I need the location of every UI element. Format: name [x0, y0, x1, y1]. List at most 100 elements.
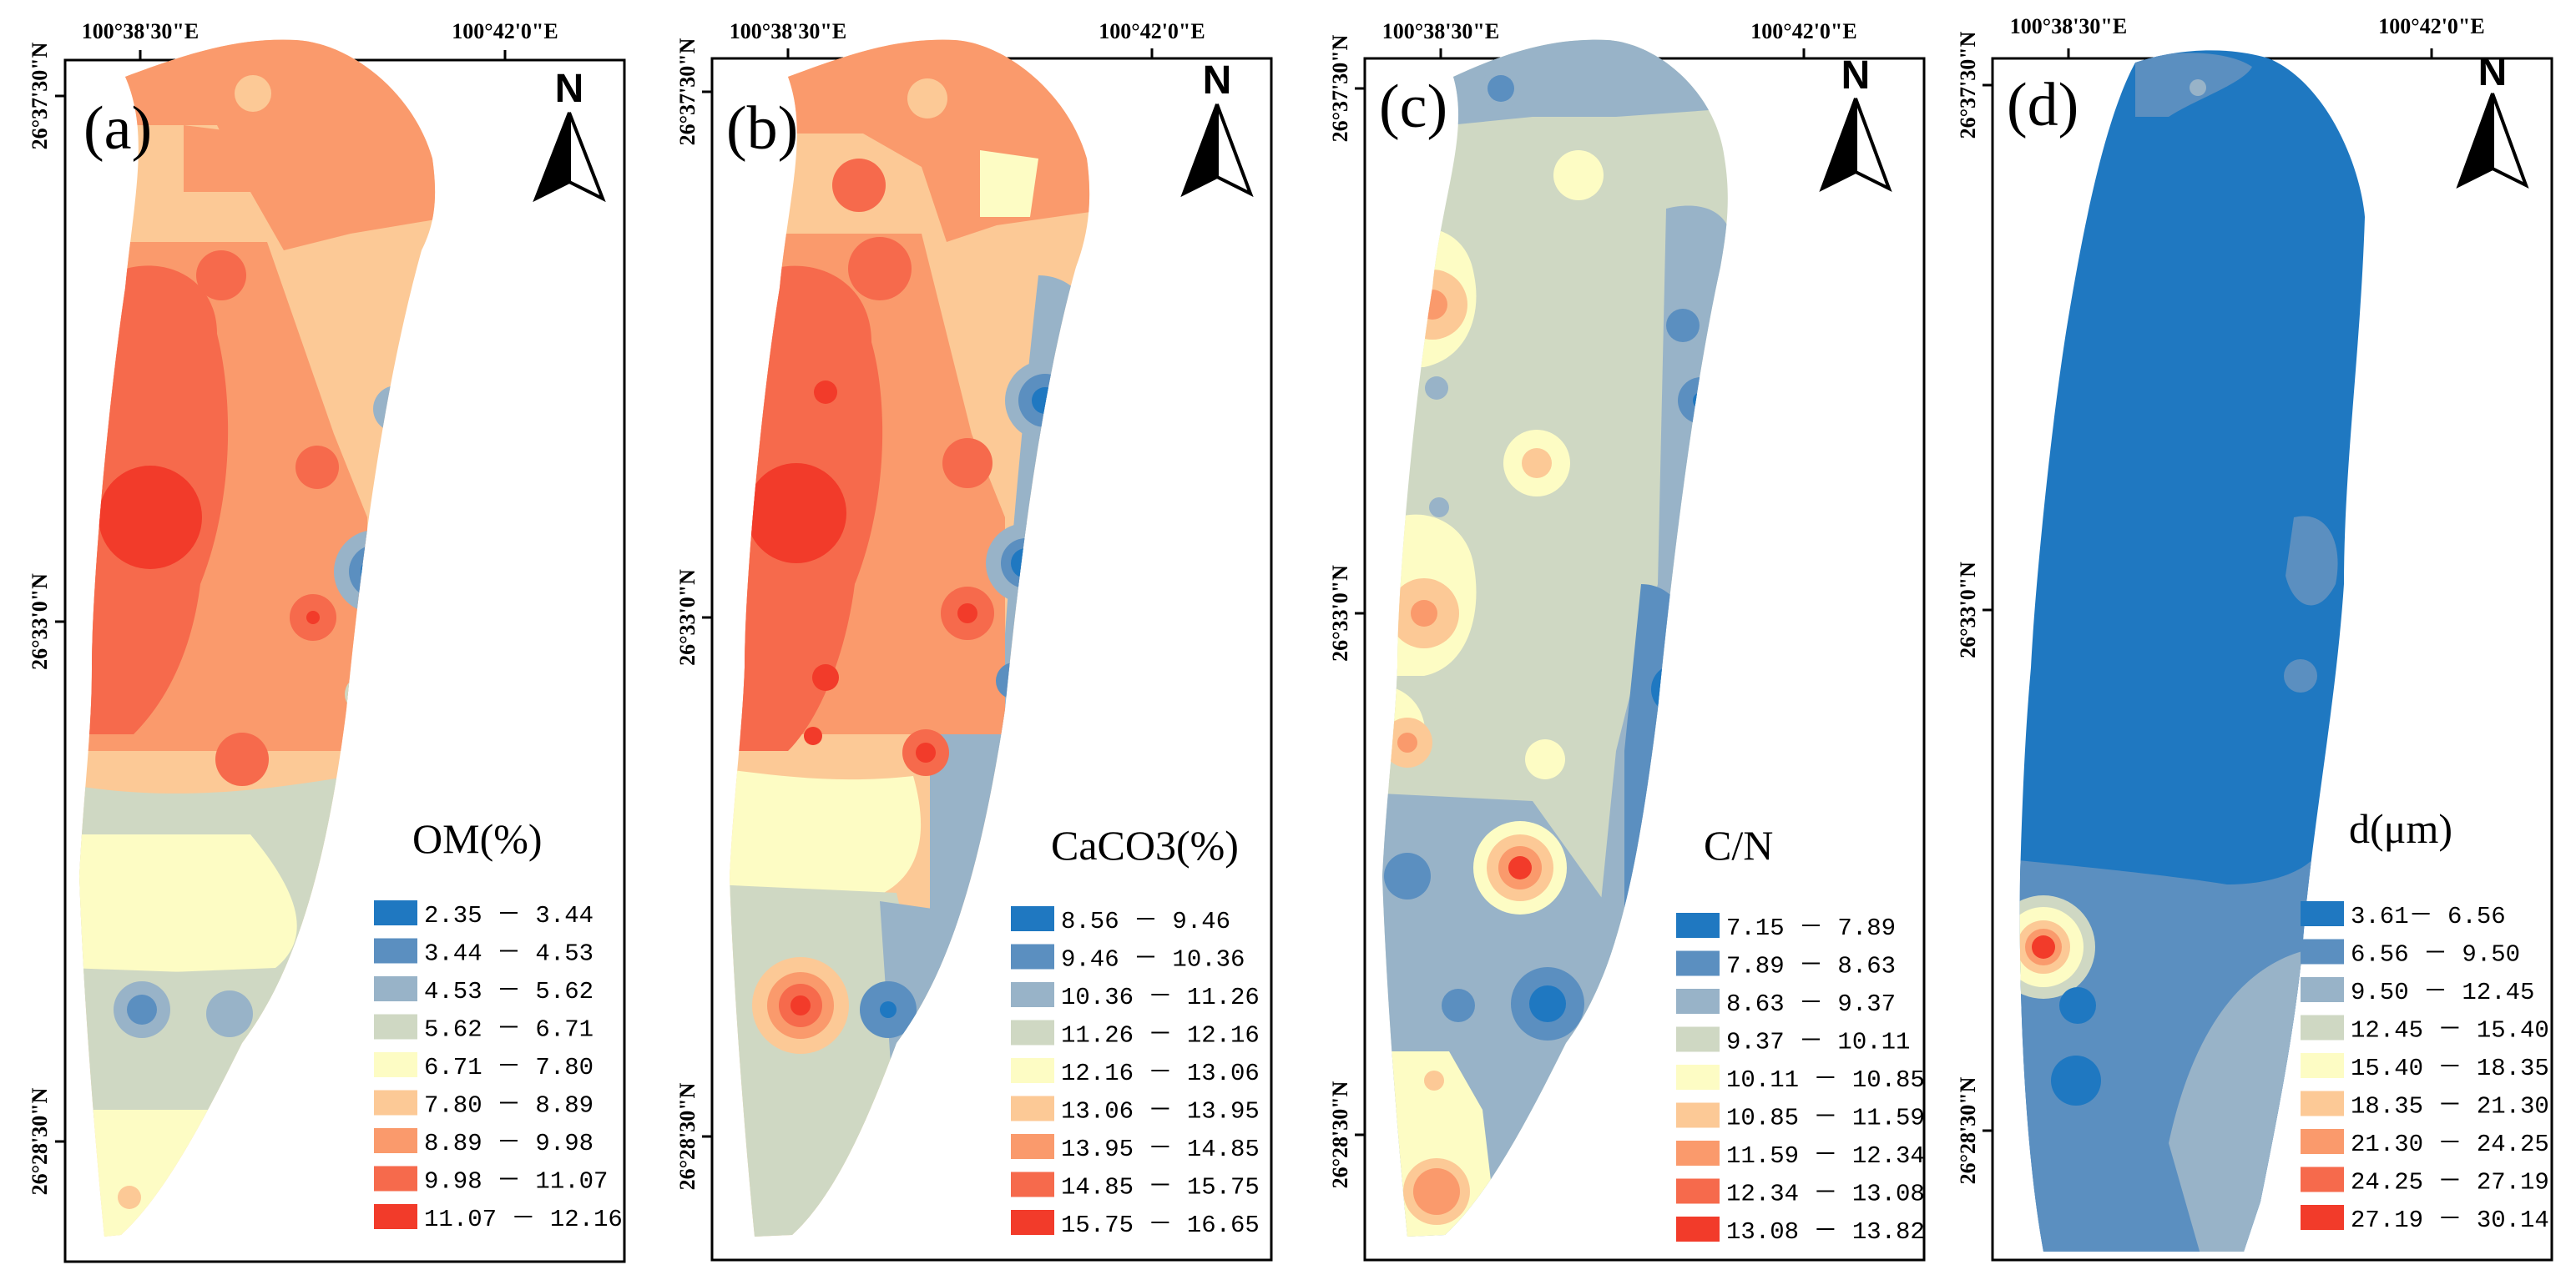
legend-label: 13.06 － 13.95	[1061, 1098, 1260, 1126]
tick-lon-2: 100°42'0"E	[452, 19, 558, 43]
legend: 2.35 － 3.44 3.44 － 4.53 4.53 － 5.62 5.62 － …	[374, 900, 623, 1233]
svg-text:N: N	[2478, 50, 2508, 94]
tick-lon-2: 100°42'0"E	[2378, 14, 2484, 38]
legend-swatch	[374, 938, 417, 964]
legend-label: 6.71 － 7.80	[424, 1054, 593, 1081]
tick-lat-3: 26°28'30"N	[1956, 1076, 1980, 1184]
legend-swatch	[1011, 982, 1054, 1007]
legend-swatch	[1011, 944, 1054, 970]
legend-swatch	[1676, 950, 1720, 976]
legend-label: 15.40 － 18.35	[2351, 1055, 2549, 1082]
legend-swatch	[374, 1204, 417, 1229]
legend-label: 12.34 － 13.08	[1726, 1181, 1925, 1208]
tick-lat-1: 26°37'30"N	[675, 38, 700, 145]
legend-swatch	[1676, 1102, 1720, 1128]
tick-lat-1: 26°37'30"N	[28, 42, 52, 149]
legend-label: 9.37 － 10.11	[1726, 1029, 1910, 1056]
svg-text:N: N	[1841, 53, 1871, 98]
legend-label: 7.15 － 7.89	[1726, 915, 1896, 942]
panel-a: 100°38'30"E 100°42'0"E 26°37'30"N 26°33'…	[28, 19, 626, 1263]
panel-d: 100°38'30"E 100°42'0"E 26°37'30"N 26°33'…	[1956, 14, 2553, 1262]
legend-label: 15.75 － 16.65	[1061, 1212, 1260, 1239]
legend-swatch	[1676, 913, 1720, 938]
legend-swatch	[1011, 1058, 1054, 1083]
panel-label: (d)	[2007, 71, 2078, 139]
legend-swatch	[1011, 1096, 1054, 1121]
legend-label: 21.30 － 24.25	[2351, 1131, 2549, 1158]
tick-lat-1: 26°37'30"N	[1956, 31, 1980, 139]
legend-label: 4.53 － 5.62	[424, 978, 593, 1005]
panel-label: (b)	[726, 94, 798, 163]
legend-label: 6.56 － 9.50	[2351, 941, 2520, 969]
legend-label: 11.26 － 12.16	[1061, 1022, 1260, 1050]
legend-swatch	[1011, 1134, 1054, 1159]
legend: 7.15 － 7.89 7.89 － 8.63 8.63 － 9.37 9.37 － …	[1676, 913, 1925, 1246]
legend-swatch	[2301, 1091, 2344, 1116]
legend-swatch	[1676, 989, 1720, 1014]
tick-lat-3: 26°28'30"N	[675, 1082, 700, 1190]
tick-lon-1: 100°38'30"E	[82, 19, 199, 43]
legend-swatch	[2301, 1053, 2344, 1078]
legend-swatch	[2301, 1205, 2344, 1230]
legend-swatch	[374, 1128, 417, 1153]
variable-title: C/N	[1704, 822, 1773, 869]
north-arrow: N	[1180, 58, 1254, 198]
legend-label: 7.89 － 8.63	[1726, 953, 1896, 980]
legend-swatch	[1676, 1141, 1720, 1166]
legend-label: 8.63 － 9.37	[1726, 990, 1896, 1018]
legend-label: 3.44 － 4.53	[424, 940, 593, 968]
legend-swatch	[2301, 1167, 2344, 1192]
legend-swatch	[2301, 901, 2344, 926]
north-arrow: N	[533, 67, 606, 203]
legend-swatch	[1676, 1026, 1720, 1052]
panel-label: (a)	[83, 94, 152, 163]
legend-label: 7.80 － 8.89	[424, 1092, 593, 1120]
legend-swatch	[374, 1052, 417, 1077]
tick-lon-1: 100°38'30"E	[1382, 19, 1499, 43]
legend-label: 10.11 － 10.85	[1726, 1066, 1925, 1094]
legend-label: 10.36 － 11.26	[1061, 984, 1260, 1011]
legend-swatch	[374, 1166, 417, 1192]
panel-c: 100°38'30"E 100°42'0"E 26°37'30"N 26°33'…	[1328, 19, 1926, 1262]
variable-title: OM(%)	[412, 815, 543, 862]
legend-label: 9.98 － 11.07	[424, 1168, 608, 1196]
variable-title: CaCO3(%)	[1051, 822, 1239, 869]
tick-lon-2: 100°42'0"E	[1750, 19, 1856, 43]
legend-label: 9.50 － 12.45	[2351, 979, 2534, 1006]
legend-swatch	[1011, 1020, 1054, 1046]
tick-lat-2: 26°33'0"N	[1328, 565, 1352, 662]
tick-lat-1: 26°37'30"N	[1328, 34, 1352, 142]
svg-text:N: N	[1203, 58, 1232, 103]
legend-label: 8.89 － 9.98	[424, 1130, 593, 1157]
legend-label: 12.16 － 13.06	[1061, 1060, 1260, 1087]
legend-swatch	[1676, 1065, 1720, 1090]
legend-swatch	[374, 976, 417, 1001]
legend-swatch	[374, 900, 417, 925]
tick-lat-3: 26°28'30"N	[28, 1087, 52, 1195]
svg-text:N: N	[555, 67, 584, 111]
legend-label: 3.61－ 6.56	[2351, 903, 2506, 930]
legend-swatch	[1011, 1210, 1054, 1235]
panel-b: 100°38'30"E 100°42'0"E 26°37'30"N 26°33'…	[675, 19, 1273, 1262]
legend-swatch	[2301, 977, 2344, 1002]
legend-label: 5.62 － 6.71	[424, 1016, 593, 1044]
tick-lat-2: 26°33'0"N	[1956, 562, 1980, 658]
legend-swatch	[1676, 1217, 1720, 1242]
legend-label: 24.25 － 27.19	[2351, 1169, 2549, 1197]
legend-swatch	[374, 1090, 417, 1116]
legend-swatch	[2301, 939, 2344, 965]
tick-lon-1: 100°38'30"E	[2010, 14, 2127, 38]
legend-swatch	[2301, 1015, 2344, 1041]
legend-label: 18.35 － 21.30	[2351, 1093, 2549, 1121]
legend: 3.61－ 6.56 6.56 － 9.50 9.50 － 12.45 12.45 －…	[2301, 901, 2549, 1234]
tick-lat-3: 26°28'30"N	[1328, 1081, 1352, 1188]
north-arrow: N	[2456, 50, 2529, 189]
panel-label: (c)	[1379, 73, 1447, 141]
tick-lat-2: 26°33'0"N	[28, 573, 52, 670]
legend-label: 8.56 － 9.46	[1061, 908, 1230, 935]
legend-swatch	[1011, 1172, 1054, 1197]
tick-lon-1: 100°38'30"E	[730, 19, 846, 43]
map-frame	[1991, 57, 2553, 1262]
legend-label: 11.59 － 12.34	[1726, 1142, 1925, 1170]
legend-label: 27.19 － 30.14	[2351, 1207, 2549, 1234]
